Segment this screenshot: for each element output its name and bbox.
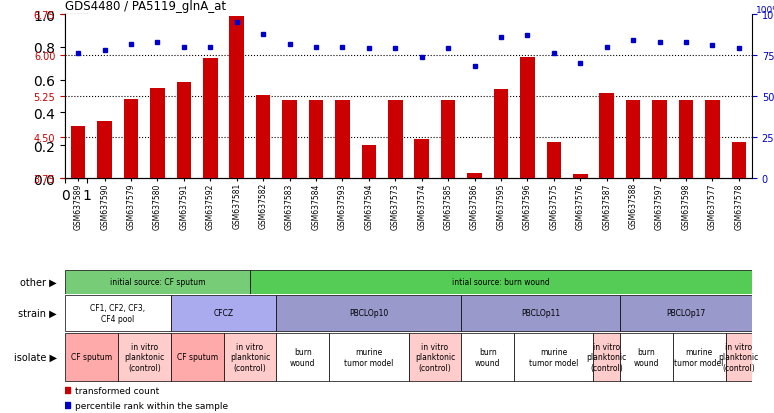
Bar	[409, 333, 461, 381]
Bar	[461, 333, 514, 381]
Bar	[414, 139, 429, 178]
Text: strain ▶: strain ▶	[19, 308, 57, 318]
Bar	[388, 101, 402, 178]
Bar	[361, 146, 376, 178]
Bar	[171, 333, 224, 381]
Bar	[620, 295, 752, 332]
Text: isolate ▶: isolate ▶	[14, 352, 57, 362]
Text: murine
tumor model: murine tumor model	[529, 347, 578, 367]
Text: CF1, CF2, CF3,
CF4 pool: CF1, CF2, CF3, CF4 pool	[91, 304, 146, 323]
Text: GDS4480 / PA5119_glnA_at: GDS4480 / PA5119_glnA_at	[65, 0, 226, 13]
Text: initial source: CF sputum: initial source: CF sputum	[110, 277, 205, 286]
Bar	[65, 295, 171, 332]
Bar	[65, 333, 118, 381]
Text: in vitro
planktonic
(control): in vitro planktonic (control)	[124, 342, 164, 372]
Bar	[65, 270, 250, 294]
Text: murine
tumor model: murine tumor model	[344, 347, 393, 367]
Bar	[329, 333, 409, 381]
Bar	[171, 295, 276, 332]
Bar	[679, 101, 694, 178]
Bar	[256, 96, 270, 178]
Bar	[176, 83, 191, 178]
Text: in vitro
planktonic
(control): in vitro planktonic (control)	[415, 342, 455, 372]
Bar	[276, 295, 461, 332]
Text: in vitro
planktonic
(control): in vitro planktonic (control)	[230, 342, 270, 372]
Text: 100%: 100%	[756, 6, 774, 15]
Text: in vitro
planktonic
(control): in vitro planktonic (control)	[719, 342, 759, 372]
Text: burn
wound: burn wound	[290, 347, 316, 367]
Bar	[620, 333, 673, 381]
Bar	[335, 101, 350, 178]
Bar	[573, 175, 587, 178]
Bar	[224, 333, 276, 381]
Bar	[594, 333, 620, 381]
Bar	[652, 101, 666, 178]
Bar	[118, 333, 171, 381]
Bar	[98, 121, 112, 178]
Bar	[626, 101, 640, 178]
Bar	[283, 101, 297, 178]
Bar	[494, 90, 509, 178]
Bar	[520, 57, 535, 178]
Bar	[673, 333, 725, 381]
Text: murine
tumor model: murine tumor model	[674, 347, 724, 367]
Text: PBCLOp17: PBCLOp17	[666, 309, 706, 318]
Bar	[514, 333, 594, 381]
Text: percentile rank within the sample: percentile rank within the sample	[74, 401, 228, 410]
Bar	[441, 101, 455, 178]
Bar	[71, 127, 85, 178]
Bar	[731, 143, 746, 178]
Bar	[546, 143, 561, 178]
Text: burn
wound: burn wound	[634, 347, 659, 367]
Text: burn
wound: burn wound	[475, 347, 501, 367]
Bar	[309, 101, 324, 178]
Bar	[725, 333, 752, 381]
Bar	[124, 100, 139, 178]
Text: CFCZ: CFCZ	[214, 309, 234, 318]
Text: PBCLOp10: PBCLOp10	[349, 309, 389, 318]
Text: other ▶: other ▶	[20, 277, 57, 287]
Text: in vitro
planktonic
(control): in vitro planktonic (control)	[587, 342, 627, 372]
Bar	[229, 17, 244, 178]
Text: intial source: burn wound: intial source: burn wound	[452, 277, 550, 286]
Text: CF sputum: CF sputum	[71, 353, 112, 362]
Bar	[705, 101, 720, 178]
Bar	[467, 173, 482, 178]
Bar	[276, 333, 329, 381]
Bar	[461, 295, 620, 332]
Text: transformed count: transformed count	[74, 386, 159, 395]
Bar	[150, 88, 165, 178]
Text: PBCLOp11: PBCLOp11	[521, 309, 560, 318]
Bar	[599, 94, 614, 178]
Bar	[203, 59, 217, 178]
Bar	[250, 270, 752, 294]
Text: CF sputum: CF sputum	[176, 353, 217, 362]
